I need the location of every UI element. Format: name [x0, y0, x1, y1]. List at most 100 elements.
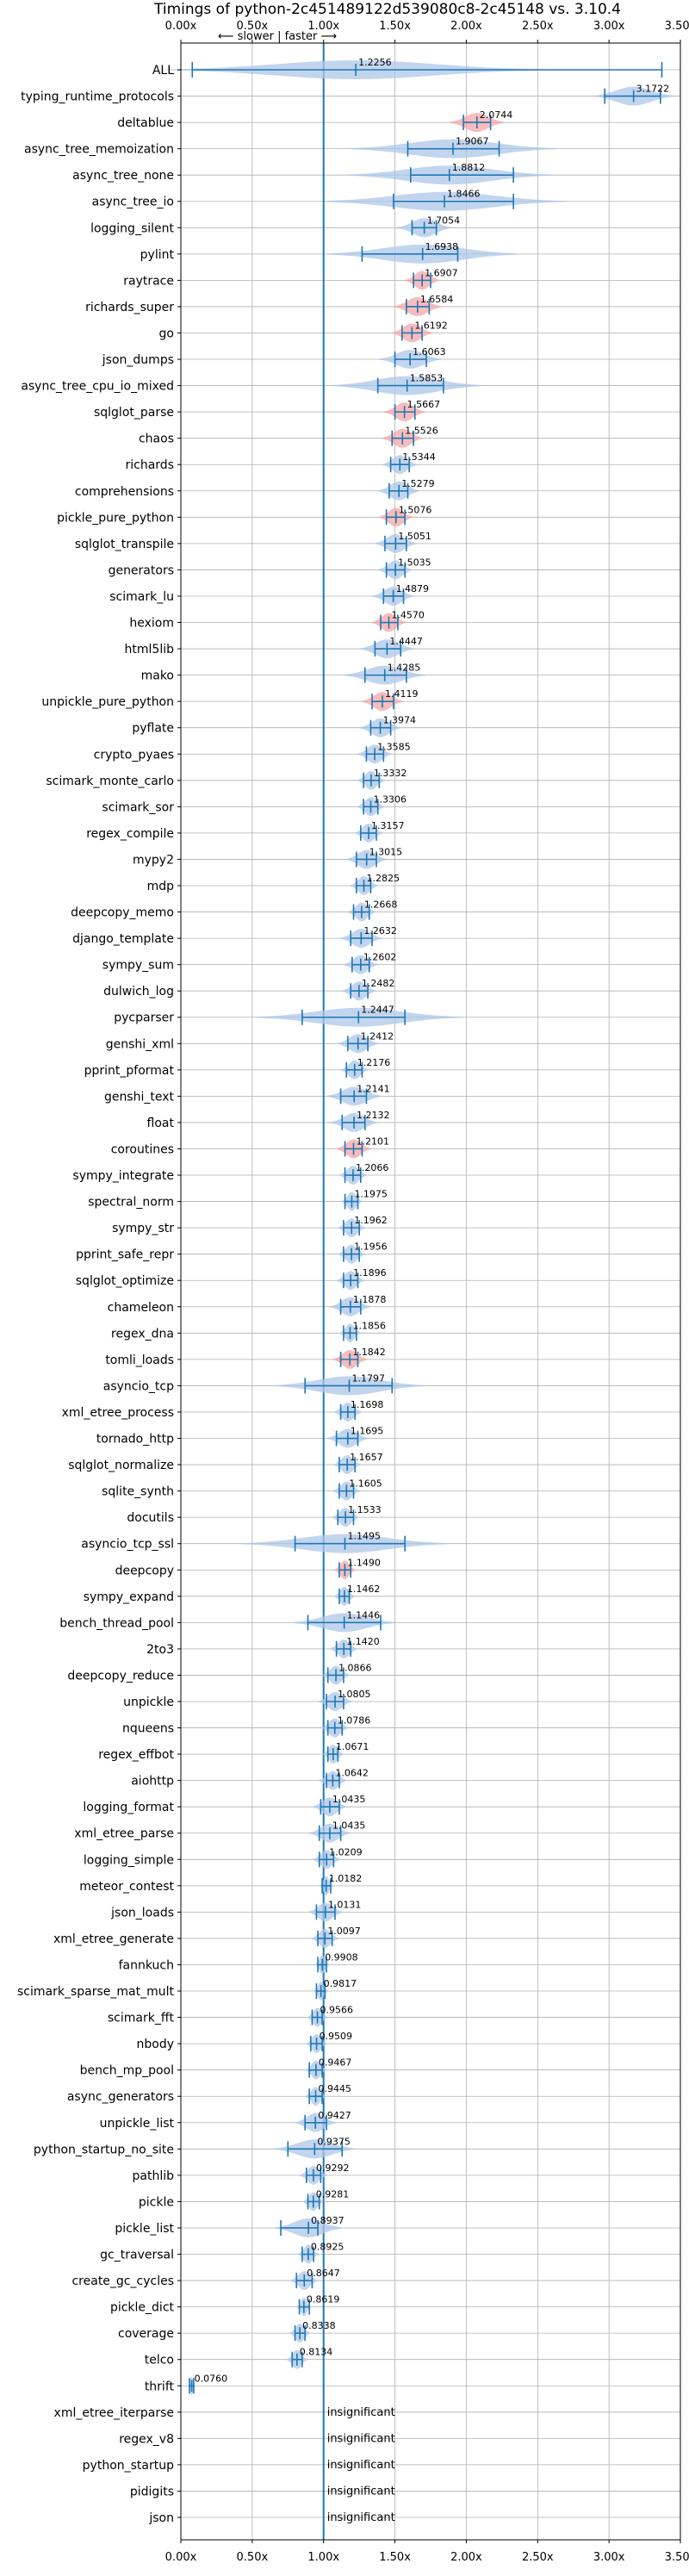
- benchmark-label: logging_simple: [84, 1853, 174, 1867]
- benchmark-label: pylint: [140, 248, 175, 262]
- benchmark-label: meteor_contest: [79, 1880, 174, 1894]
- benchmark-label: tomli_loads: [105, 1353, 174, 1367]
- benchmark-label: chaos: [139, 432, 174, 446]
- value-label: 1.2447: [361, 1005, 394, 1016]
- value-label: 1.2632: [363, 925, 397, 936]
- benchmark-label: pycparser: [114, 1011, 174, 1025]
- benchmark-label: gc_traversal: [100, 2249, 174, 2262]
- benchmark-label: go: [159, 327, 174, 340]
- value-label: 1.0209: [329, 1846, 363, 1857]
- benchmark-label: pathlib: [133, 2169, 175, 2183]
- value-label: 1.1495: [347, 1531, 381, 1542]
- value-label: 1.1896: [353, 1267, 387, 1279]
- x-tick-label-bottom: 2.50x: [522, 2551, 554, 2564]
- benchmark-label: scimark_sor: [102, 800, 174, 814]
- value-label: 1.1842: [352, 1347, 386, 1358]
- benchmark-label: fannkuch: [119, 1958, 174, 1972]
- benchmark-label: deepcopy: [115, 1564, 174, 1577]
- value-label: 1.1797: [351, 1372, 385, 1384]
- value-label: 0.8925: [311, 2242, 344, 2253]
- benchmark-label: sqlglot_optimize: [76, 1274, 174, 1288]
- value-label: 3.1722: [636, 84, 670, 95]
- value-label: 1.2482: [362, 978, 395, 989]
- benchmark-label: asyncio_tcp: [103, 1379, 174, 1393]
- benchmark-label: bench_thread_pool: [59, 1616, 174, 1630]
- x-tick-label-bottom: 3.50x: [665, 2551, 689, 2564]
- value-label: 1.2132: [357, 1110, 390, 1121]
- benchmark-label: pprint_pformat: [84, 1064, 175, 1078]
- benchmark-label: 2to3: [146, 1643, 174, 1657]
- insignificant-label: insignificant: [327, 2406, 395, 2419]
- value-label: 0.9292: [316, 2162, 350, 2174]
- benchmark-label: regex_v8: [119, 2432, 174, 2446]
- benchmark-label: nqueens: [122, 1722, 174, 1736]
- benchmark-label: genshi_xml: [106, 1037, 174, 1051]
- benchmark-label: xml_etree_generate: [53, 1932, 174, 1946]
- x-tick-label-top: 3.00x: [593, 20, 625, 33]
- benchmark-label: deepcopy_reduce: [67, 1669, 174, 1683]
- value-label: 1.5667: [407, 399, 441, 410]
- insignificant-label: insignificant: [327, 2511, 395, 2524]
- value-label: 0.8338: [302, 2320, 336, 2331]
- benchmark-label: pyflate: [132, 722, 174, 736]
- benchmark-label: typing_runtime_protocols: [21, 90, 174, 104]
- value-label: 1.0671: [336, 1741, 369, 1752]
- value-label: 1.5344: [402, 451, 436, 463]
- benchmark-label: async_tree_none: [72, 169, 174, 183]
- benchmark-label: asyncio_tcp_ssl: [81, 1538, 174, 1552]
- benchmark-label: bench_mp_pool: [80, 2064, 174, 2078]
- benchmark-label: logging_format: [83, 1801, 174, 1814]
- insignificant-label: insignificant: [327, 2485, 395, 2498]
- benchmark-label: xml_etree_parse: [74, 1827, 174, 1841]
- benchmark-label: dulwich_log: [103, 985, 174, 999]
- x-tick-label-bottom: 1.00x: [307, 2551, 339, 2564]
- axis-layer: 0.00x 0.00x 0.50x 0.50x 1.00x 1.00x 1.50x 1.50x…: [17, 20, 689, 2564]
- benchmark-label: create_gc_cycles: [71, 2274, 174, 2288]
- benchmark-label: unpickle: [123, 1696, 174, 1709]
- value-label: 1.2668: [364, 899, 398, 911]
- value-label: 1.1446: [347, 1609, 381, 1621]
- benchmark-label: pickle: [139, 2195, 174, 2209]
- benchmark-label: mako: [141, 669, 174, 683]
- value-label: 1.1420: [346, 1636, 380, 1647]
- benchmark-label: sqlglot_transpile: [75, 538, 174, 551]
- value-label: 1.8812: [452, 162, 486, 173]
- value-label: 1.0786: [338, 1715, 371, 1727]
- benchmark-label: async_tree_cpu_io_mixed: [21, 380, 174, 394]
- benchmark-label: mdp: [147, 880, 175, 893]
- benchmark-label: json_dumps: [102, 353, 174, 367]
- benchmark-label: xml_etree_process: [62, 1406, 174, 1420]
- value-label: 1.1462: [347, 1584, 381, 1595]
- benchmark-label: regex_effbot: [98, 1748, 174, 1762]
- x-tick-label-top: 1.00x: [307, 20, 339, 33]
- benchmark-label: async_generators: [67, 2090, 174, 2104]
- value-label: 1.2141: [357, 1083, 390, 1094]
- benchmark-label: nbody: [137, 2038, 175, 2051]
- value-label: 1.0182: [329, 1873, 363, 1884]
- value-label: 1.1962: [354, 1215, 388, 1226]
- value-label: 1.5279: [401, 478, 435, 489]
- value-label: 1.6938: [425, 241, 459, 252]
- value-label: 1.0131: [328, 1899, 362, 1910]
- value-label: 1.2602: [363, 952, 397, 963]
- value-label: 1.9067: [456, 136, 489, 147]
- value-label: 1.1698: [351, 1399, 384, 1410]
- benchmark-label: json_loads: [110, 1906, 174, 1920]
- value-label: 1.2256: [358, 57, 392, 68]
- benchmark-label: unpickle_list: [100, 2117, 175, 2131]
- x-tick-label-bottom: 0.50x: [237, 2551, 269, 2564]
- x-tick-label-top: 2.50x: [522, 20, 554, 33]
- benchmark-label: sympy_sum: [102, 959, 174, 973]
- benchmark-label: docutils: [127, 1511, 174, 1525]
- value-label: 0.8937: [311, 2215, 344, 2226]
- value-label: 1.5051: [398, 531, 431, 542]
- benchmark-label: regex_dna: [111, 1327, 174, 1341]
- benchmark-label: telco: [145, 2354, 174, 2368]
- value-label: 0.8619: [307, 2294, 340, 2305]
- value-label: 0.9427: [318, 2110, 351, 2121]
- value-label: 1.3974: [383, 715, 417, 726]
- value-label: 1.2066: [356, 1162, 389, 1173]
- benchmark-label: django_template: [72, 932, 174, 946]
- value-label: 1.1695: [351, 1426, 384, 1437]
- x-tick-label-bottom: 1.50x: [379, 2551, 411, 2564]
